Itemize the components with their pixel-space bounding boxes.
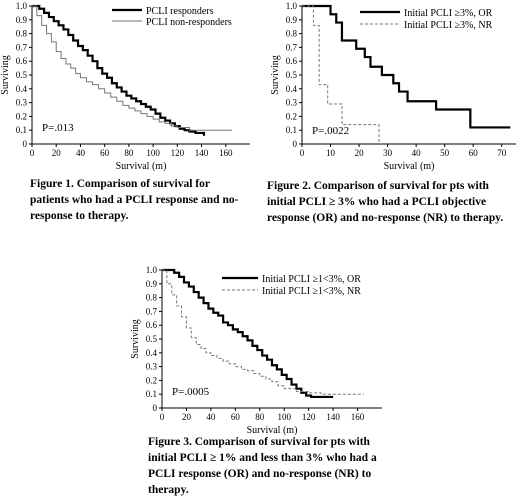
y-tick-label: 1.0: [16, 1, 28, 11]
legend-label-1: PCLI responders: [146, 6, 214, 17]
x-axis-label: Survival (m): [247, 425, 298, 436]
y-tick-label: 0.7: [16, 42, 28, 52]
x-tick-label: 40: [206, 412, 216, 422]
legend-label-1: Initial PCLI ≥3%, OR: [404, 8, 493, 19]
legend-label-1: Initial PCLI ≥1<3%, OR: [262, 274, 361, 285]
x-tick-label: 0: [30, 148, 35, 158]
y-tick-label: 0.6: [286, 56, 298, 66]
y-tick-label: 0.5: [286, 70, 298, 80]
y-tick-label: 0.7: [146, 306, 158, 316]
x-tick-label: 140: [195, 148, 209, 158]
x-tick-label: 70: [497, 148, 507, 158]
y-tick-label: 0.1: [286, 125, 297, 135]
y-tick-label: 0.1: [146, 389, 157, 399]
y-tick-label: 0.9: [146, 279, 158, 289]
y-tick-label: 0.9: [16, 15, 28, 25]
x-tick-label: 80: [255, 412, 265, 422]
series-line-1: [162, 268, 334, 399]
y-tick-label: 0.5: [16, 70, 28, 80]
y-tick-label: 0.9: [286, 15, 298, 25]
legend-label-2: Initial PCLI ≥1<3%, NR: [262, 286, 361, 297]
y-axis-label: Surviving: [130, 319, 141, 358]
figure-3-caption: Figure 3. Comparison of survival for pts…: [148, 436, 377, 496]
y-tick-label: 1.0: [146, 265, 158, 275]
y-tick-label: 0: [293, 139, 298, 149]
y-tick-label: 0.3: [286, 98, 298, 108]
x-tick-label: 0: [160, 412, 165, 422]
x-tick-label: 20: [355, 148, 365, 158]
p-value-annotation: P=.0022: [312, 125, 349, 137]
series-line-2: [32, 5, 232, 131]
x-tick-label: 160: [351, 412, 365, 422]
chart-1: 0 0.1 0.2 0.3 0.4 0.5 0.6 0.7 0.8 0.9 1.0 0 20 40 60 80…: [0, 1, 250, 172]
chart-3: 0 0.1 0.2 0.3 0.4 0.5 0.6 0.7 0.8 0.9 1.0 0 20 40 60 80…: [130, 265, 382, 436]
y-tick-label: 0.2: [146, 375, 157, 385]
x-tick-label: 160: [219, 148, 233, 158]
x-tick-label: 100: [146, 148, 160, 158]
x-tick-label: 60: [469, 148, 479, 158]
y-tick-label: 0.8: [286, 29, 298, 39]
y-tick-label: 0.4: [146, 348, 158, 358]
figure-2-caption: Figure 2. Comparison of survival for pts…: [267, 180, 504, 224]
y-tick-label: 0.4: [286, 84, 298, 94]
x-tick-label: 60: [100, 148, 110, 158]
x-tick-label: 40: [76, 148, 86, 158]
legend-label-2: PCLI non-responders: [146, 17, 232, 28]
y-tick-label: 0.3: [16, 98, 28, 108]
x-tick-label: 20: [52, 148, 62, 158]
x-axis-label: Survival (m): [384, 161, 435, 172]
y-axis-label: Surviving: [270, 55, 281, 94]
y-tick-label: 0.5: [146, 334, 158, 344]
y-tick-label: 0.8: [146, 293, 158, 303]
y-tick-label: 0.8: [16, 29, 28, 39]
p-value-annotation: P=.013: [42, 122, 74, 134]
x-tick-label: 0: [300, 148, 305, 158]
y-tick-label: 0.2: [286, 111, 297, 121]
legend-label-2: Initial PCLI ≥3%, NR: [404, 20, 493, 31]
y-tick-label: 0.1: [16, 125, 27, 135]
x-tick-label: 50: [440, 148, 450, 158]
x-tick-label: 10: [326, 148, 336, 158]
y-axis-label: Surviving: [0, 55, 11, 94]
y-tick-label: 0: [153, 403, 158, 413]
x-tick-label: 80: [124, 148, 134, 158]
x-axis-label: Survival (m): [116, 161, 167, 172]
x-tick-label: 40: [412, 148, 422, 158]
x-tick-label: 120: [171, 148, 185, 158]
x-tick-label: 30: [383, 148, 393, 158]
x-tick-label: 60: [231, 412, 241, 422]
series-line-2: [302, 5, 380, 144]
y-tick-label: 0.2: [16, 111, 27, 121]
chart-2: 0 0.1 0.2 0.3 0.4 0.5 0.6 0.7 0.8 0.9 1.0 0 10 20 30 40…: [270, 1, 516, 172]
p-value-annotation: P=.0005: [172, 386, 210, 398]
series-line-1: [302, 4, 511, 129]
y-tick-label: 0.6: [146, 320, 158, 330]
series-line-2: [162, 269, 364, 395]
series-line-1: [32, 4, 206, 136]
y-tick-label: 0.7: [286, 42, 298, 52]
x-tick-label: 100: [277, 412, 291, 422]
y-tick-label: 0.4: [16, 84, 28, 94]
y-tick-label: 1.0: [286, 1, 298, 11]
y-tick-label: 0.6: [16, 56, 28, 66]
x-tick-label: 20: [182, 412, 192, 422]
y-tick-label: 0.3: [146, 362, 158, 372]
x-tick-label: 140: [326, 412, 340, 422]
figure-1-caption: Figure 1. Comparison of survival for pat…: [30, 178, 239, 222]
y-tick-label: 0: [23, 139, 28, 149]
x-tick-label: 120: [302, 412, 316, 422]
